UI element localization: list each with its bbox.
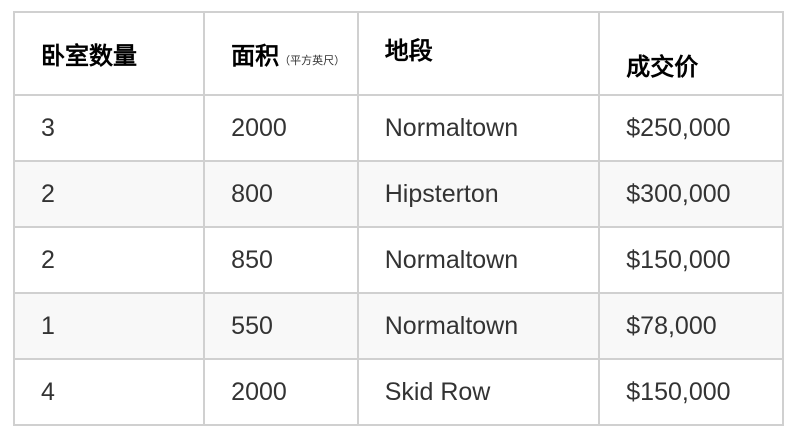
neighborhood-cell: Skid Row	[356, 358, 601, 426]
price-cell: $250,000	[598, 94, 784, 162]
housing-table: 卧室数量 面积（平方英尺） 地段 成交价 3 2000 Normaltown $250…	[12, 11, 784, 426]
area-cell: 550	[203, 292, 359, 360]
table-row: 3 2000 Normaltown $250,000	[12, 94, 784, 162]
neighborhood-cell: Normaltown	[356, 226, 601, 294]
area-cell: 2000	[203, 94, 359, 162]
header-row: 卧室数量 面积（平方英尺） 地段 成交价	[12, 11, 784, 96]
header-neighborhood: 地段	[356, 11, 601, 96]
neighborhood-cell: Hipsterton	[356, 160, 601, 228]
price-cell: $150,000	[598, 358, 784, 426]
header-area: 面积（平方英尺）	[203, 11, 359, 96]
neighborhood-cell: Normaltown	[356, 94, 601, 162]
header-price: 成交价	[598, 11, 784, 96]
bedrooms-cell: 2	[12, 226, 206, 294]
price-cell: $300,000	[598, 160, 784, 228]
header-label: 成交价	[626, 54, 699, 81]
price-cell: $78,000	[598, 292, 784, 360]
bedrooms-cell: 3	[12, 94, 206, 162]
header-unit: （平方英尺）	[279, 55, 346, 67]
table-row: 1 550 Normaltown $78,000	[12, 292, 784, 360]
bedrooms-cell: 2	[12, 160, 206, 228]
area-cell: 2000	[203, 358, 359, 426]
header-bedrooms: 卧室数量	[12, 11, 206, 96]
bedrooms-cell: 4	[12, 358, 206, 426]
bedrooms-cell: 1	[12, 292, 206, 360]
area-cell: 800	[203, 160, 359, 228]
area-cell: 850	[203, 226, 359, 294]
table-row: 2 850 Normaltown $150,000	[12, 226, 784, 294]
table-row: 4 2000 Skid Row $150,000	[12, 358, 784, 426]
price-cell: $150,000	[598, 226, 784, 294]
header-label: 面积	[231, 43, 280, 70]
header-label: 卧室数量	[41, 43, 137, 70]
table-row: 2 800 Hipsterton $300,000	[12, 160, 784, 228]
neighborhood-cell: Normaltown	[356, 292, 601, 360]
header-label: 地段	[384, 38, 433, 65]
